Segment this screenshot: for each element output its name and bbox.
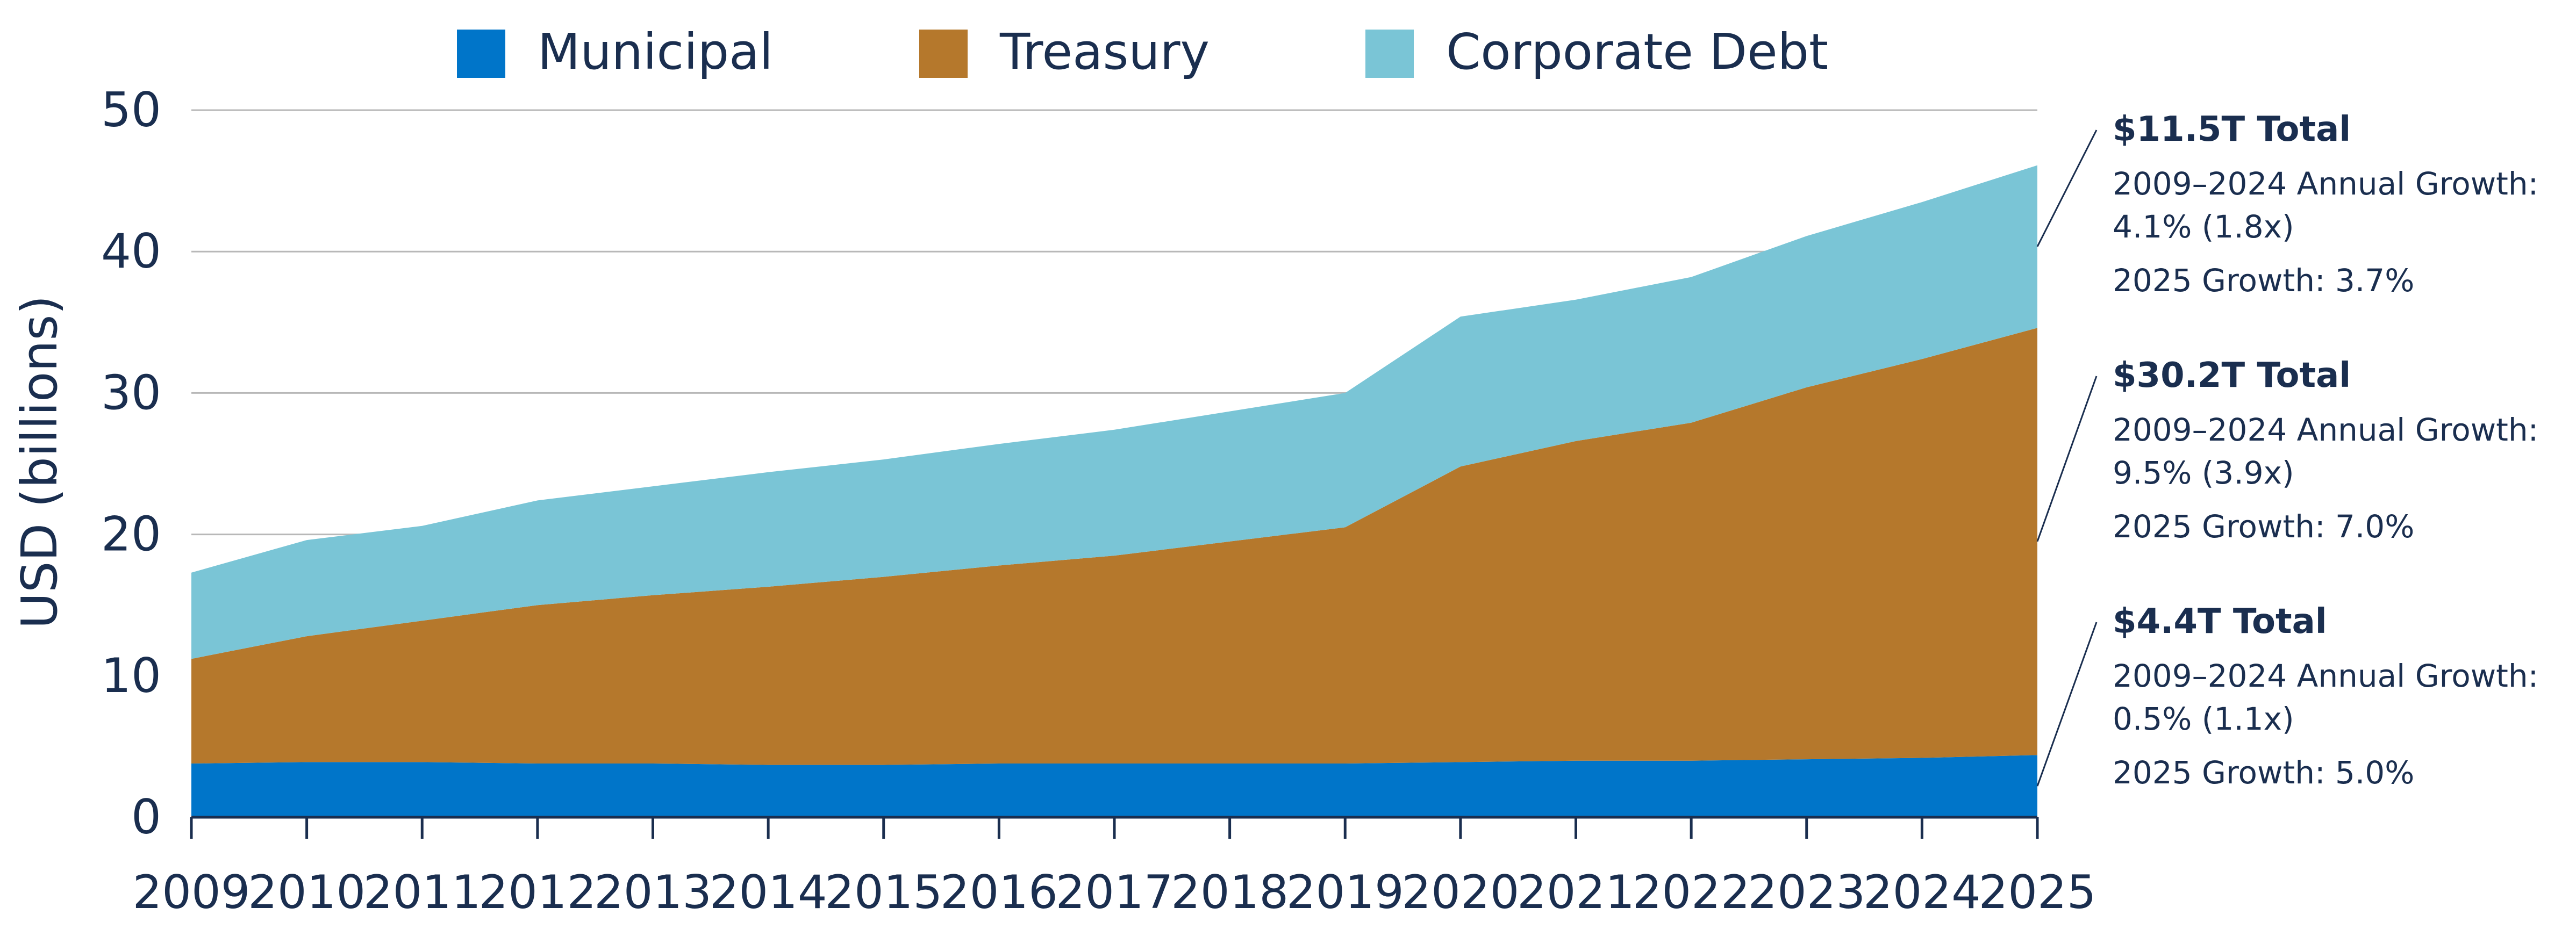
legend-label-treasury: Treasury [999, 23, 1210, 81]
annotation-2025-growth: 2025 Growth: 7.0% [2113, 508, 2414, 545]
y-axis-label: USD (billions) [11, 296, 68, 629]
annotation-title: $11.5T Total [2113, 110, 2351, 149]
x-tick-label: 2019 [1286, 866, 1404, 919]
x-tick-label: 2015 [825, 866, 942, 919]
x-tick-label: 2013 [594, 866, 712, 919]
x-tick-label: 2009 [133, 866, 251, 919]
annotation-growth-value: 0.5% (1.1x) [2113, 701, 2294, 737]
y-tick-label: 40 [101, 224, 161, 279]
annotation-title: $30.2T Total [2113, 356, 2351, 395]
axes: 0102030405020092010201120122013201420152… [101, 82, 2096, 919]
legend-label-municipal: Municipal [538, 23, 773, 81]
annotation-leader-line [2036, 622, 2098, 787]
annotation-2025-growth: 2025 Growth: 3.7% [2113, 262, 2414, 299]
x-tick-label: 2012 [478, 866, 596, 919]
annotation-growth-label: 2009–2024 Annual Growth: [2113, 412, 2538, 448]
y-tick-label: 20 [101, 507, 161, 562]
x-tick-label: 2025 [1979, 866, 2096, 919]
annotation-growth-value: 9.5% (3.9x) [2113, 455, 2294, 491]
x-tick-label: 2014 [710, 866, 827, 919]
annotation-growth-value: 4.1% (1.8x) [2113, 208, 2294, 245]
x-tick-label: 2020 [1401, 866, 1519, 919]
annotation-leader-line [2036, 376, 2098, 542]
area-treasury [191, 328, 2037, 765]
annotation-leader-line [2036, 129, 2098, 247]
x-tick-label: 2011 [363, 866, 481, 919]
annotation-growth-label: 2009–2024 Annual Growth: [2113, 658, 2538, 694]
y-tick-label: 50 [101, 82, 161, 138]
x-tick-label: 2010 [248, 866, 366, 919]
area-series [191, 165, 2037, 817]
x-tick-label: 2022 [1633, 866, 1750, 919]
area-municipal [191, 755, 2037, 817]
area-corporate-debt [191, 165, 2037, 659]
legend-label-corporate-debt: Corporate Debt [1446, 23, 1828, 81]
x-tick-label: 2017 [1056, 866, 1173, 919]
y-tick-label: 30 [101, 365, 161, 420]
legend-swatch-municipal [457, 30, 505, 78]
x-tick-label: 2016 [940, 866, 1058, 919]
x-tick-label: 2024 [1863, 866, 1981, 919]
annotation-2025-growth: 2025 Growth: 5.0% [2113, 754, 2414, 791]
x-tick-label: 2023 [1748, 866, 1865, 919]
annotation-title: $4.4T Total [2113, 602, 2327, 642]
annotation-growth-label: 2009–2024 Annual Growth: [2113, 165, 2538, 202]
annotations: $11.5T Total 2009–2024 Annual Growth: 4.1%… [2036, 110, 2538, 791]
legend-swatch-treasury [919, 30, 968, 78]
x-tick-label: 2021 [1517, 866, 1635, 919]
legend: Municipal Treasury Corporate Debt [457, 23, 1828, 81]
legend-swatch-corporate-debt [1365, 30, 1414, 78]
y-tick-label: 10 [101, 648, 161, 703]
x-tick-label: 2018 [1171, 866, 1289, 919]
y-tick-label: 0 [131, 789, 161, 845]
